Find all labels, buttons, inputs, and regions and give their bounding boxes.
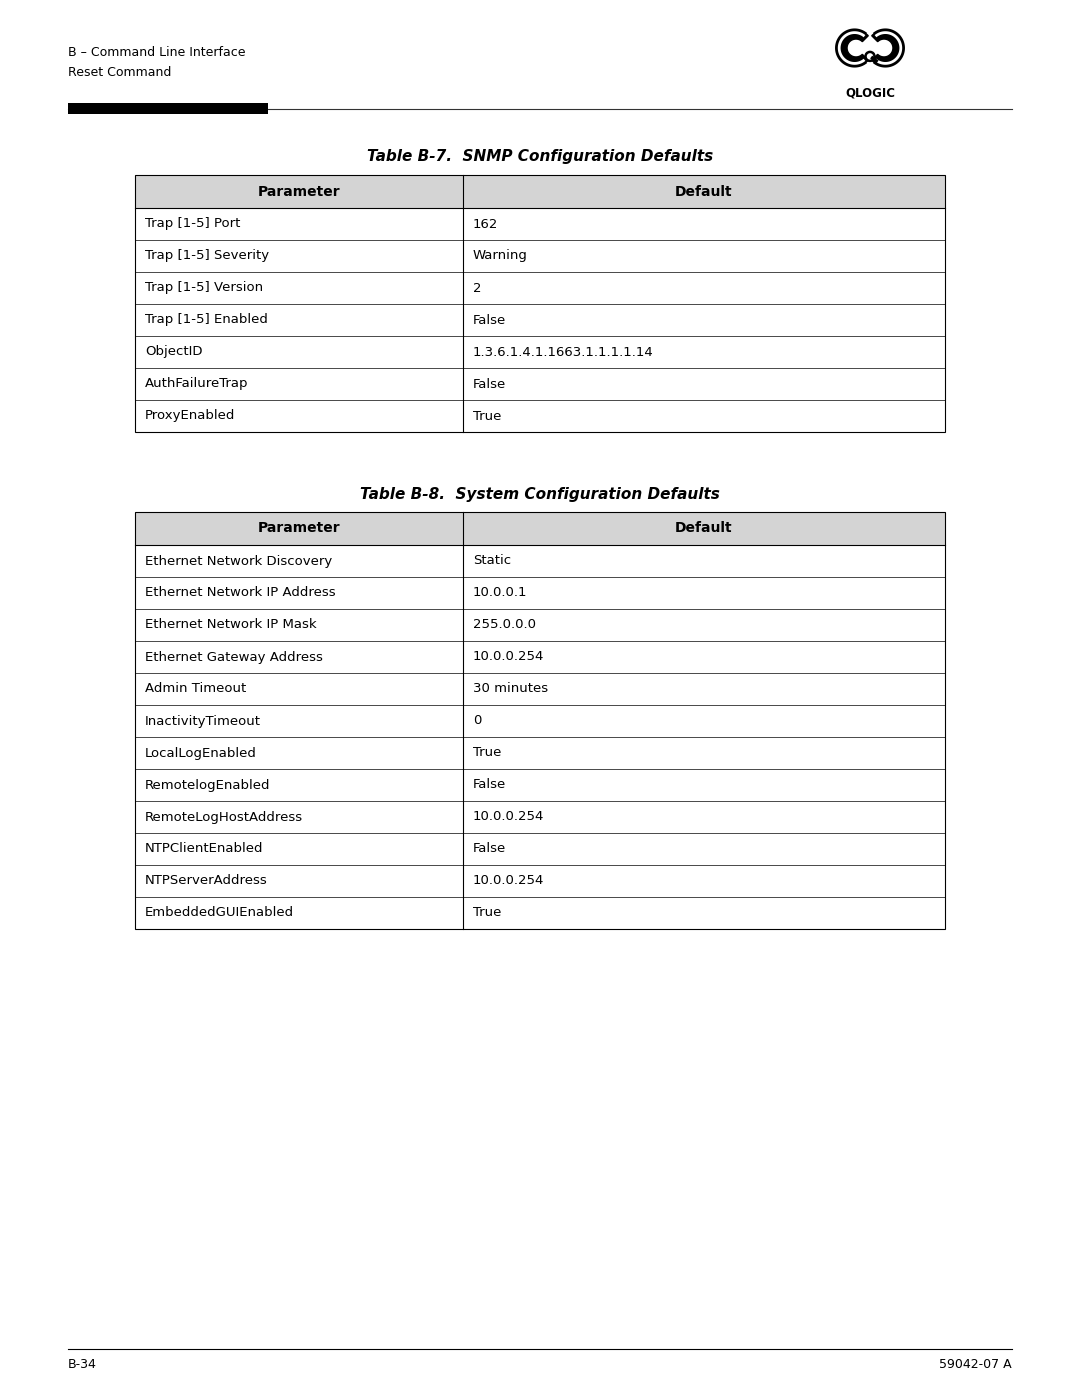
Text: AuthFailureTrap: AuthFailureTrap xyxy=(145,377,248,391)
Text: Trap [1-5] Port: Trap [1-5] Port xyxy=(145,218,241,231)
Text: True: True xyxy=(473,409,501,422)
Text: 10.0.0.254: 10.0.0.254 xyxy=(473,810,544,823)
Text: True: True xyxy=(473,746,501,760)
Text: Table B-7.  SNMP Configuration Defaults: Table B-7. SNMP Configuration Defaults xyxy=(367,149,713,165)
Text: RemotelogEnabled: RemotelogEnabled xyxy=(145,778,270,792)
Text: 59042-07 A: 59042-07 A xyxy=(940,1358,1012,1370)
Text: False: False xyxy=(473,778,507,792)
Text: Parameter: Parameter xyxy=(258,521,340,535)
Text: EmbeddedGUIEnabled: EmbeddedGUIEnabled xyxy=(145,907,294,919)
Text: False: False xyxy=(473,313,507,327)
Bar xyxy=(135,511,945,545)
Circle shape xyxy=(865,52,875,61)
Text: Trap [1-5] Severity: Trap [1-5] Severity xyxy=(145,250,269,263)
Text: LocalLogEnabled: LocalLogEnabled xyxy=(145,746,257,760)
Text: False: False xyxy=(473,842,507,855)
Text: 1.3.6.1.4.1.1663.1.1.1.1.14: 1.3.6.1.4.1.1663.1.1.1.1.14 xyxy=(473,345,653,359)
Bar xyxy=(68,103,268,115)
Text: QLOGIC: QLOGIC xyxy=(845,87,895,99)
Bar xyxy=(135,175,945,432)
Text: B-34: B-34 xyxy=(68,1358,97,1370)
Text: 10.0.0.1: 10.0.0.1 xyxy=(473,587,527,599)
Text: Trap [1-5] Version: Trap [1-5] Version xyxy=(145,282,264,295)
Text: Ethernet Network IP Mask: Ethernet Network IP Mask xyxy=(145,619,316,631)
Text: 0: 0 xyxy=(473,714,482,728)
Text: Reset Command: Reset Command xyxy=(68,66,172,78)
Text: Admin Timeout: Admin Timeout xyxy=(145,683,246,696)
Text: Ethernet Network IP Address: Ethernet Network IP Address xyxy=(145,587,336,599)
Text: Ethernet Gateway Address: Ethernet Gateway Address xyxy=(145,651,323,664)
Text: Trap [1-5] Enabled: Trap [1-5] Enabled xyxy=(145,313,268,327)
Text: Default: Default xyxy=(675,184,733,198)
Text: 2: 2 xyxy=(473,282,482,295)
Text: False: False xyxy=(473,377,507,391)
Text: ObjectID: ObjectID xyxy=(145,345,203,359)
Text: 30 minutes: 30 minutes xyxy=(473,683,549,696)
Bar xyxy=(135,175,945,208)
Text: 10.0.0.254: 10.0.0.254 xyxy=(473,875,544,887)
Bar xyxy=(135,511,945,929)
Text: RemoteLogHostAddress: RemoteLogHostAddress xyxy=(145,810,303,823)
Text: True: True xyxy=(473,907,501,919)
Polygon shape xyxy=(839,31,868,66)
Text: Warning: Warning xyxy=(473,250,528,263)
Text: NTPClientEnabled: NTPClientEnabled xyxy=(145,842,264,855)
Text: Default: Default xyxy=(675,521,733,535)
Text: 162: 162 xyxy=(473,218,499,231)
Polygon shape xyxy=(872,31,902,66)
Text: Ethernet Network Discovery: Ethernet Network Discovery xyxy=(145,555,333,567)
Text: Static: Static xyxy=(473,555,511,567)
Text: ProxyEnabled: ProxyEnabled xyxy=(145,409,235,422)
Circle shape xyxy=(867,54,873,59)
Text: 10.0.0.254: 10.0.0.254 xyxy=(473,651,544,664)
Text: 255.0.0.0: 255.0.0.0 xyxy=(473,619,536,631)
Text: InactivityTimeout: InactivityTimeout xyxy=(145,714,261,728)
Text: Table B-8.  System Configuration Defaults: Table B-8. System Configuration Defaults xyxy=(360,486,720,502)
Text: Parameter: Parameter xyxy=(258,184,340,198)
Text: B – Command Line Interface: B – Command Line Interface xyxy=(68,46,245,59)
Text: NTPServerAddress: NTPServerAddress xyxy=(145,875,268,887)
